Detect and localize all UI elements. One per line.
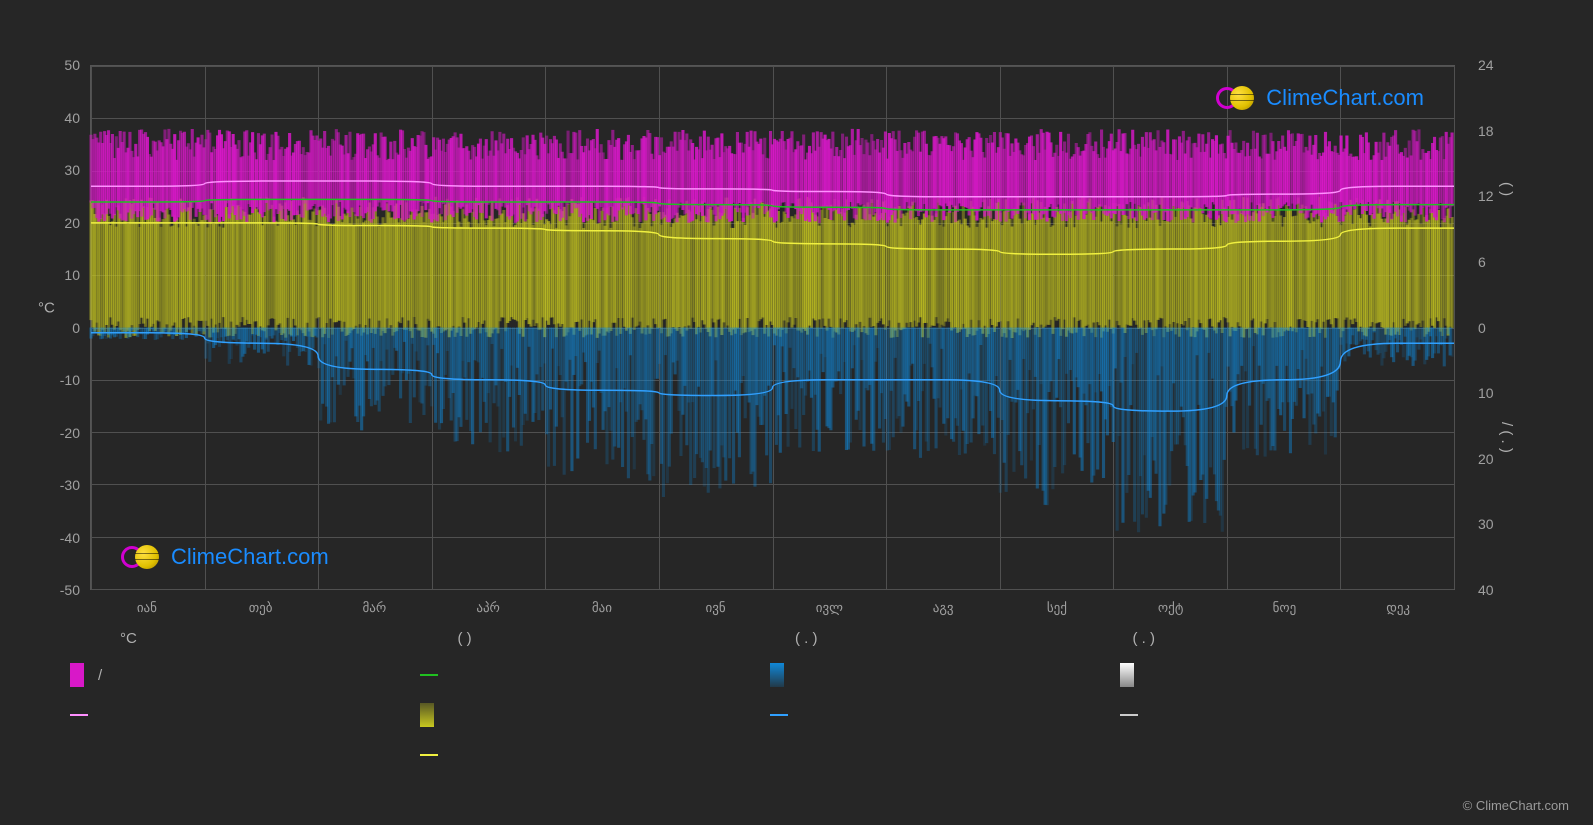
legend-item — [1120, 703, 1470, 727]
band — [91, 197, 1452, 338]
legend-swatch — [770, 714, 788, 716]
y-axis-right-label-lower: / ( . ) — [1498, 422, 1515, 453]
y-right-tick: 20 — [1478, 452, 1494, 466]
legend-item — [70, 703, 420, 727]
plot-area: ClimeChart.com ClimeChart.com — [90, 65, 1455, 590]
legend-item — [420, 703, 770, 727]
copyright-text: © ClimeChart.com — [1463, 798, 1569, 813]
chart-container: °C 50 40 30 20 10 0 -10 -20 -30 -40 -50 24 18 12 6 0 10… — [30, 50, 1520, 650]
y-left-tick: -10 — [60, 373, 80, 387]
y-right-tick: 6 — [1478, 255, 1486, 269]
y-axis-right-label-upper: ( ) — [1498, 182, 1515, 196]
legend-item — [420, 743, 770, 767]
y-right-tick: 30 — [1478, 517, 1494, 531]
legend-column: / — [70, 663, 420, 767]
legend-item: / — [70, 663, 420, 687]
x-tick-month: აპრ — [476, 600, 500, 616]
x-tick-month: ივნ — [706, 600, 726, 616]
y-left-tick: 0 — [72, 321, 80, 335]
y-left-tick: 40 — [64, 111, 80, 125]
y-axis-left: 50403020100-10-20-30-40-50 — [30, 65, 88, 590]
y-left-tick: -50 — [60, 583, 80, 597]
legend-item — [770, 663, 1120, 687]
watermark-text: ClimeChart.com — [171, 544, 329, 570]
watermark-text: ClimeChart.com — [1266, 85, 1424, 111]
legend-swatch — [770, 663, 784, 687]
legend-item — [1120, 663, 1470, 687]
watermark: ClimeChart.com — [121, 543, 329, 571]
y-left-tick: -40 — [60, 531, 80, 545]
y-right-tick: 12 — [1478, 189, 1494, 203]
watermark: ClimeChart.com — [1216, 84, 1424, 112]
legend: °C( )( . )( . ) / — [70, 630, 1470, 767]
gridline-vertical — [1454, 66, 1455, 589]
legend-swatch — [1120, 663, 1134, 687]
y-left-tick: 30 — [64, 163, 80, 177]
y-left-tick: 50 — [64, 58, 80, 72]
legend-item — [420, 663, 770, 687]
legend-swatch — [420, 754, 438, 756]
x-tick-month: ივლ — [816, 600, 843, 616]
legend-item — [770, 703, 1120, 727]
x-tick-month: თებ — [249, 600, 273, 616]
legend-swatch — [420, 703, 434, 727]
legend-swatch — [420, 674, 438, 676]
precip-band — [91, 328, 1452, 533]
x-tick-month: ნოე — [1273, 600, 1297, 616]
y-left-tick: -30 — [60, 478, 80, 492]
x-axis: იან თებ მარ აპრ მაი ივნ ივლ აგვ სექ ოქტ ნოე დეკ — [90, 600, 1455, 620]
legend-label: / — [98, 667, 102, 684]
legend-header: °C — [120, 630, 458, 647]
x-tick-month: სექ — [1047, 600, 1067, 616]
y-right-tick: 24 — [1478, 58, 1494, 72]
legend-swatch — [70, 714, 88, 716]
series-svg — [91, 66, 1454, 589]
legend-rows: / — [70, 663, 1470, 767]
x-tick-month: იან — [137, 600, 157, 616]
y-right-tick: 18 — [1478, 124, 1494, 138]
y-left-tick: -20 — [60, 426, 80, 440]
y-right-tick: 0 — [1478, 321, 1486, 335]
legend-column — [770, 663, 1120, 767]
legend-swatch — [1120, 714, 1138, 716]
x-tick-month: ოქტ — [1158, 600, 1183, 616]
legend-headers: °C( )( . )( . ) — [70, 630, 1470, 647]
y-right-tick: 10 — [1478, 386, 1494, 400]
legend-header: ( . ) — [795, 630, 1133, 647]
legend-header: ( ) — [458, 630, 796, 647]
y-left-tick: 20 — [64, 216, 80, 230]
y-left-tick: 10 — [64, 268, 80, 282]
x-tick-month: აგვ — [933, 600, 954, 616]
watermark-logo-icon — [121, 543, 163, 571]
legend-header: ( . ) — [1133, 630, 1471, 647]
band — [91, 129, 1452, 223]
y-right-tick: 40 — [1478, 583, 1494, 597]
gridline-horizontal — [91, 589, 1454, 590]
legend-swatch — [70, 663, 84, 687]
x-tick-month: მაი — [592, 600, 612, 616]
x-tick-month: მარ — [363, 600, 387, 616]
watermark-logo-icon — [1216, 84, 1258, 112]
x-tick-month: დეკ — [1386, 600, 1410, 616]
legend-column — [1120, 663, 1470, 767]
legend-column — [420, 663, 770, 767]
y-axis-right: 2418126010203040 — [1470, 65, 1520, 590]
